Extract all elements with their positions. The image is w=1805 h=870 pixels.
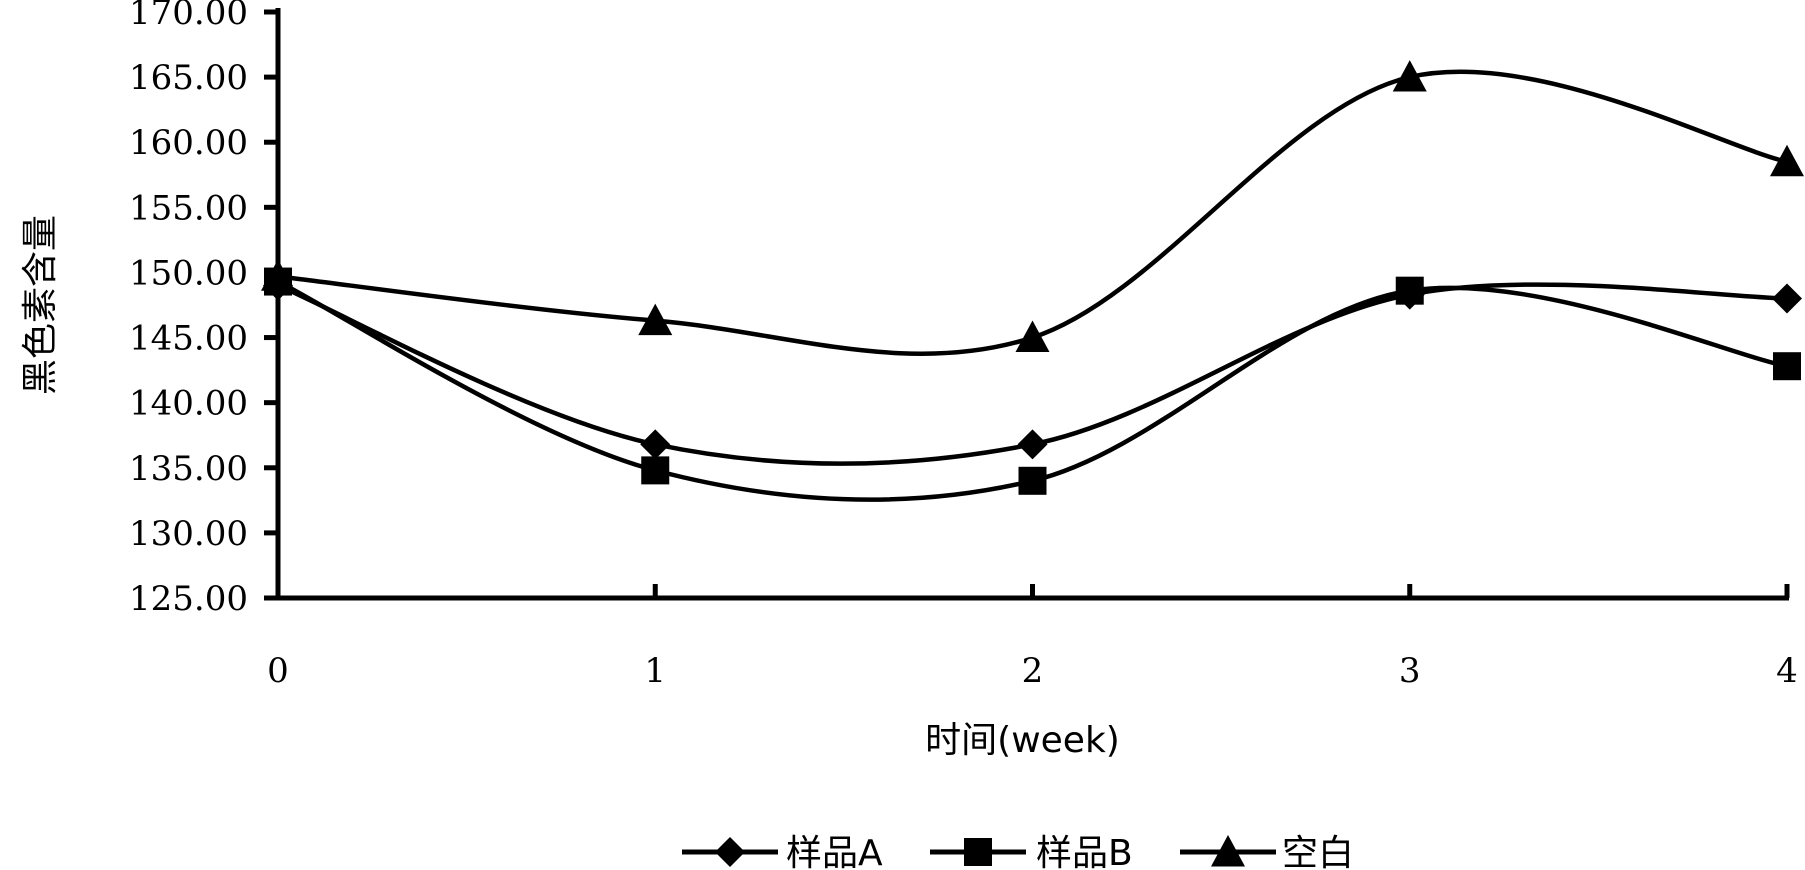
legend-marker-square [964, 838, 992, 866]
legend-item: 样品A [682, 833, 883, 870]
data-point-triangle [1392, 60, 1427, 92]
y-tick-label: 165.00 [129, 58, 248, 98]
legend-label: 样品B [1036, 833, 1133, 870]
y-tick-label: 150.00 [129, 253, 248, 293]
data-point-diamond [640, 429, 671, 460]
data-point-diamond [1017, 429, 1048, 460]
series-line-3 [277, 69, 1788, 356]
legend: 样品A 样品B 空白 [682, 833, 1354, 870]
data-point-triangle [638, 303, 673, 336]
x-axis-ticks: 0 1 2 3 4 [267, 584, 1798, 691]
data-point-triangle [1015, 320, 1050, 353]
data-point-square [1395, 276, 1424, 305]
legend-item: 样品B [930, 833, 1133, 870]
y-tick-label: 170.00 [129, 0, 248, 33]
x-axis-title: 时间(week) [925, 720, 1120, 761]
y-tick-label: 160.00 [129, 123, 248, 163]
x-tick-label: 1 [644, 651, 666, 691]
legend-marker-triangle [1211, 835, 1245, 867]
y-tick-label: 155.00 [129, 188, 248, 228]
legend-marker-diamond [715, 837, 745, 867]
y-tick-label: 125.00 [129, 579, 248, 619]
data-point-diamond [1772, 283, 1802, 314]
data-point-square [641, 456, 670, 485]
legend-label: 样品A [786, 833, 883, 870]
data-point-square [1018, 466, 1047, 495]
legend-item: 空白 [1180, 833, 1354, 870]
data-point-triangle [261, 259, 295, 291]
series-markers [261, 60, 1804, 495]
legend-label: 空白 [1282, 833, 1354, 870]
data-point-triangle [1770, 144, 1804, 177]
y-tick-label: 130.00 [129, 514, 248, 554]
x-tick-label: 0 [267, 651, 289, 691]
y-tick-label: 135.00 [129, 449, 248, 489]
x-tick-label: 4 [1776, 651, 1798, 691]
y-axis-title: 黑色素含量 [20, 215, 61, 395]
x-tick-label: 2 [1022, 651, 1044, 691]
data-point-square [1773, 352, 1801, 381]
y-tick-label: 140.00 [129, 384, 248, 424]
y-tick-label: 145.00 [129, 319, 248, 359]
y-axis-ticks: 125.00 130.00 135.00 140.00 145.00 150.00 155.… [129, 0, 278, 619]
x-tick-label: 3 [1399, 651, 1421, 691]
